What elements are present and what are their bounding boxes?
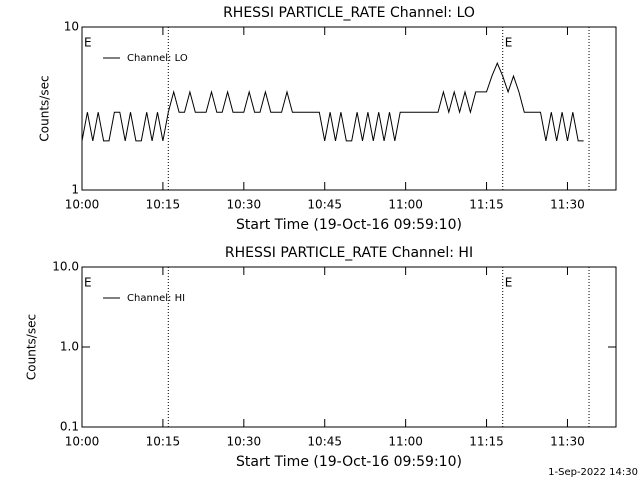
y-tick-label: 1.0: [60, 340, 79, 354]
y-axis-label: Counts/sec: [38, 75, 52, 141]
chart-title: RHESSI PARTICLE_RATE Channel: LO: [223, 5, 475, 21]
data-line: [81, 61, 584, 142]
x-tick-label: 10:15: [146, 435, 181, 449]
x-tick-label: 11:30: [550, 435, 585, 449]
event-label: E: [505, 276, 513, 290]
plot-frame: [81, 266, 617, 428]
x-tick-label: 10:30: [227, 198, 262, 212]
footer-date: 1-Sep-2022 14:30: [548, 467, 638, 478]
x-tick-label: 11:00: [388, 198, 423, 212]
legend-label: Channel: HI: [127, 293, 185, 304]
x-tick-label: 11:15: [469, 435, 504, 449]
x-tick-label: 10:00: [65, 198, 100, 212]
event-label: E: [84, 276, 92, 290]
x-tick-label: 10:00: [65, 435, 100, 449]
x-tick-label: 10:45: [307, 435, 342, 449]
x-axis-label: Start Time (19-Oct-16 09:59:10): [236, 217, 462, 233]
x-tick-label: 10:45: [307, 198, 342, 212]
event-label: E: [505, 36, 513, 50]
x-tick-label: 11:30: [550, 198, 585, 212]
y-tick-label: 0.1: [60, 420, 79, 434]
y-tick-label: 1: [71, 183, 79, 197]
x-tick-label: 11:00: [388, 435, 423, 449]
event-label: E: [84, 36, 92, 50]
x-axis-label: Start Time (19-Oct-16 09:59:10): [236, 454, 462, 470]
y-axis-label: Counts/sec: [25, 314, 39, 380]
y-tick-label: 10.0: [52, 260, 79, 274]
x-tick-label: 10:15: [146, 198, 181, 212]
x-tick-label: 10:30: [227, 435, 262, 449]
plot-frame: [81, 26, 617, 191]
x-tick-label: 11:15: [469, 198, 504, 212]
legend-label: Channel: LO: [127, 53, 188, 64]
y-tick-label: 10: [64, 20, 79, 34]
chart-title: RHESSI PARTICLE_RATE Channel: HI: [225, 245, 473, 261]
